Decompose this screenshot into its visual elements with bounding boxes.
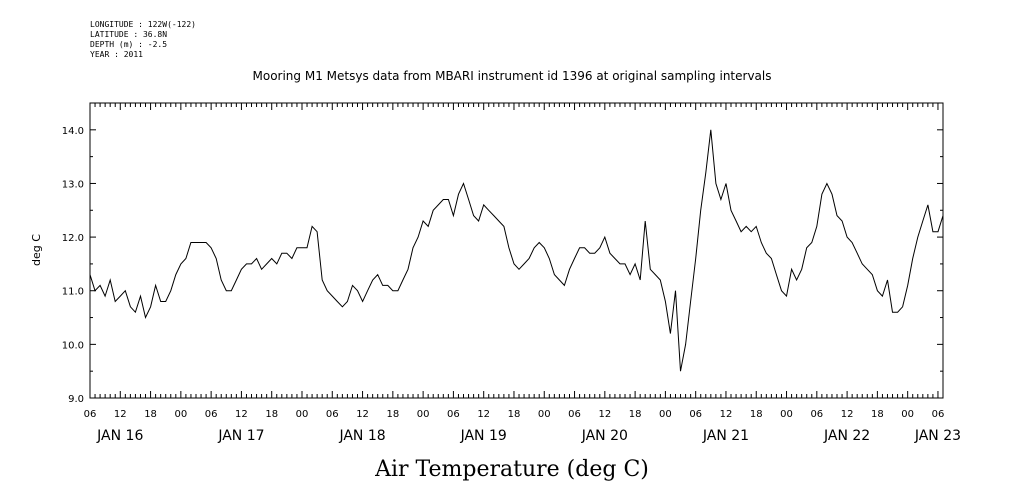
x-day-label: JAN 18 — [338, 428, 385, 444]
x-day-label: JAN 20 — [581, 428, 628, 444]
x-tick-label: 06 — [205, 409, 218, 420]
station-metadata: LONGITUDE : 122W(-122) LATITUDE : 36.8N … — [90, 20, 196, 60]
x-tick-label: 00 — [174, 409, 187, 420]
x-tick-label: 06 — [447, 409, 460, 420]
x-day-label: JAN 17 — [217, 428, 264, 444]
x-axis: 06 12 18 00 06 12 18 00 06 12 18 00 06 12 18 00 06 12 18 00… — [84, 103, 961, 444]
x-tick-label: 06 — [84, 409, 97, 420]
air-temperature-series — [89, 129, 944, 372]
plot-frame — [89, 102, 944, 399]
y-tick-label: 9.0 — [68, 394, 84, 405]
y-tick-label: 14.0 — [62, 126, 84, 137]
chart-title: Mooring M1 Metsys data from MBARI instru… — [253, 69, 772, 83]
x-tick-label: 00 — [417, 409, 430, 420]
y-tick-label: 10.0 — [62, 340, 84, 351]
x-tick-label: 12 — [235, 409, 248, 420]
x-tick-label: 06 — [689, 409, 702, 420]
x-tick-label: 18 — [508, 409, 521, 420]
x-tick-label: 00 — [780, 409, 793, 420]
x-tick-label: 12 — [841, 409, 854, 420]
x-tick-label: 18 — [386, 409, 399, 420]
x-tick-label: 00 — [538, 409, 551, 420]
latitude-label: LATITUDE : 36.8N — [90, 30, 168, 39]
x-tick-label: 00 — [296, 409, 309, 420]
x-day-label: JAN 22 — [823, 428, 870, 444]
depth-label: DEPTH (m) : -2.5 — [90, 40, 168, 49]
x-tick-label: 18 — [629, 409, 642, 420]
x-tick-label: 12 — [356, 409, 369, 420]
x-day-label: JAN 23 — [914, 428, 961, 444]
x-axis-label: Air Temperature (deg C) — [374, 457, 649, 482]
x-tick-label: 06 — [326, 409, 339, 420]
x-tick-label: 12 — [114, 409, 127, 420]
y-tick-label: 11.0 — [62, 287, 84, 298]
x-day-label: JAN 21 — [702, 428, 749, 444]
y-axis-label: deg C — [30, 234, 43, 266]
y-tick-label: 13.0 — [62, 179, 84, 190]
x-tick-label: 00 — [901, 409, 914, 420]
x-tick-label: 18 — [144, 409, 157, 420]
x-tick-label: 12 — [598, 409, 611, 420]
x-tick-label: 06 — [568, 409, 581, 420]
y-axis: 9.0 10.0 11.0 12.0 13.0 14.0 — [62, 126, 943, 405]
x-tick-label: 00 — [659, 409, 672, 420]
x-tick-label: 12 — [720, 409, 733, 420]
y-tick-label: 12.0 — [62, 233, 84, 244]
year-label: YEAR : 2011 — [90, 50, 143, 59]
x-tick-label: 06 — [810, 409, 823, 420]
x-day-label: JAN 16 — [96, 428, 143, 444]
x-day-label: JAN 19 — [460, 428, 507, 444]
x-tick-label: 18 — [871, 409, 884, 420]
x-tick-label: 18 — [750, 409, 763, 420]
x-tick-label: 06 — [932, 409, 945, 420]
x-tick-label: 18 — [265, 409, 278, 420]
longitude-label: LONGITUDE : 122W(-122) — [90, 20, 196, 29]
series-group — [89, 129, 944, 372]
x-tick-label: 12 — [477, 409, 490, 420]
